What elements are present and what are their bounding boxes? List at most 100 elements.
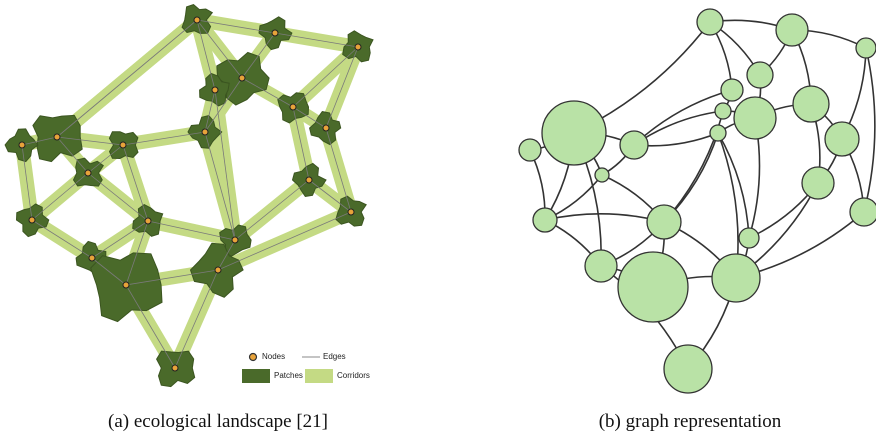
edge: [214, 89, 236, 241]
graph-node: [775, 13, 809, 47]
graph-node: [714, 102, 732, 120]
landscape-panel: [4, 4, 374, 388]
legend-patches: Patches: [274, 371, 303, 380]
node: [289, 103, 297, 111]
node: [214, 266, 222, 274]
graph-edge: [717, 132, 750, 239]
legend-patch-icon: [242, 369, 270, 383]
edge: [274, 32, 359, 48]
legend-nodes: Nodes: [262, 352, 285, 361]
legend-edges: Edges: [323, 352, 346, 361]
landscape-nodes: [18, 16, 362, 372]
edge: [87, 144, 124, 174]
edge: [174, 269, 219, 369]
edge: [217, 239, 236, 271]
node: [305, 176, 313, 184]
edge: [91, 220, 149, 259]
graph-node: [711, 253, 761, 303]
edge: [234, 179, 310, 241]
legend: Nodes Edges Patches Corridors: [242, 352, 370, 383]
edge: [122, 131, 206, 146]
node: [171, 364, 179, 372]
edge: [204, 77, 243, 133]
edge: [292, 106, 327, 129]
graph-node: [824, 121, 860, 157]
graph-node: [738, 227, 760, 249]
edge: [196, 19, 216, 91]
legend-node-icon: [248, 352, 258, 362]
node: [201, 128, 209, 136]
node: [193, 16, 201, 24]
edge: [31, 172, 89, 221]
edge: [122, 144, 149, 222]
graph-node: [617, 251, 689, 323]
node: [119, 141, 127, 149]
graph-edge: [863, 47, 876, 213]
edge: [147, 220, 236, 241]
edge: [56, 19, 198, 138]
graph-node: [709, 124, 727, 142]
graph-node: [733, 96, 777, 140]
edge: [21, 136, 58, 146]
edge: [292, 46, 359, 108]
graph-node: [849, 197, 876, 227]
graph-node: [696, 8, 724, 36]
caption-b: (b) graph representation: [599, 411, 782, 432]
edge: [204, 131, 236, 241]
graph-node: [720, 78, 744, 102]
graph-node: [801, 166, 835, 200]
graph-node: [663, 344, 713, 394]
landscape-edges: [21, 19, 359, 369]
node: [18, 141, 26, 149]
edge: [308, 179, 352, 213]
edge: [241, 77, 294, 108]
edge: [204, 89, 216, 133]
edge: [125, 220, 149, 286]
graph-panel: [518, 8, 876, 394]
edge: [196, 19, 276, 34]
caption-a: (a) ecological landscape [21]: [108, 411, 328, 432]
edge: [91, 257, 127, 286]
legend-corridor-icon: [305, 369, 333, 383]
graph-node: [792, 85, 830, 123]
graph-node: [746, 61, 774, 89]
node: [88, 254, 96, 262]
edge: [31, 219, 93, 259]
graph-node: [532, 207, 558, 233]
edge: [241, 32, 276, 79]
edge: [56, 136, 124, 146]
node: [231, 236, 239, 244]
graph-node: [619, 130, 649, 160]
node: [322, 124, 330, 132]
edge: [325, 46, 359, 129]
node: [354, 43, 362, 51]
graph-node: [855, 37, 876, 59]
graph-node: [518, 138, 542, 162]
node: [84, 169, 92, 177]
graph-edge: [544, 213, 665, 223]
edge: [325, 127, 352, 213]
edge: [56, 136, 89, 174]
edge: [87, 172, 149, 222]
node: [347, 208, 355, 216]
graph-node: [584, 249, 618, 283]
edge: [196, 19, 243, 79]
legend-corridors: Corridors: [337, 371, 370, 380]
node: [271, 29, 279, 37]
graph-node: [646, 204, 682, 240]
edge: [125, 284, 176, 369]
node: [28, 216, 36, 224]
node: [144, 217, 152, 225]
edge: [125, 269, 219, 286]
graph-node: [541, 100, 607, 166]
graph-node: [594, 167, 610, 183]
edge: [21, 144, 33, 221]
graph-nodes: [518, 8, 876, 394]
node: [53, 133, 61, 141]
node: [122, 281, 130, 289]
node: [238, 74, 246, 82]
edge: [292, 106, 310, 181]
edge: [217, 211, 352, 271]
